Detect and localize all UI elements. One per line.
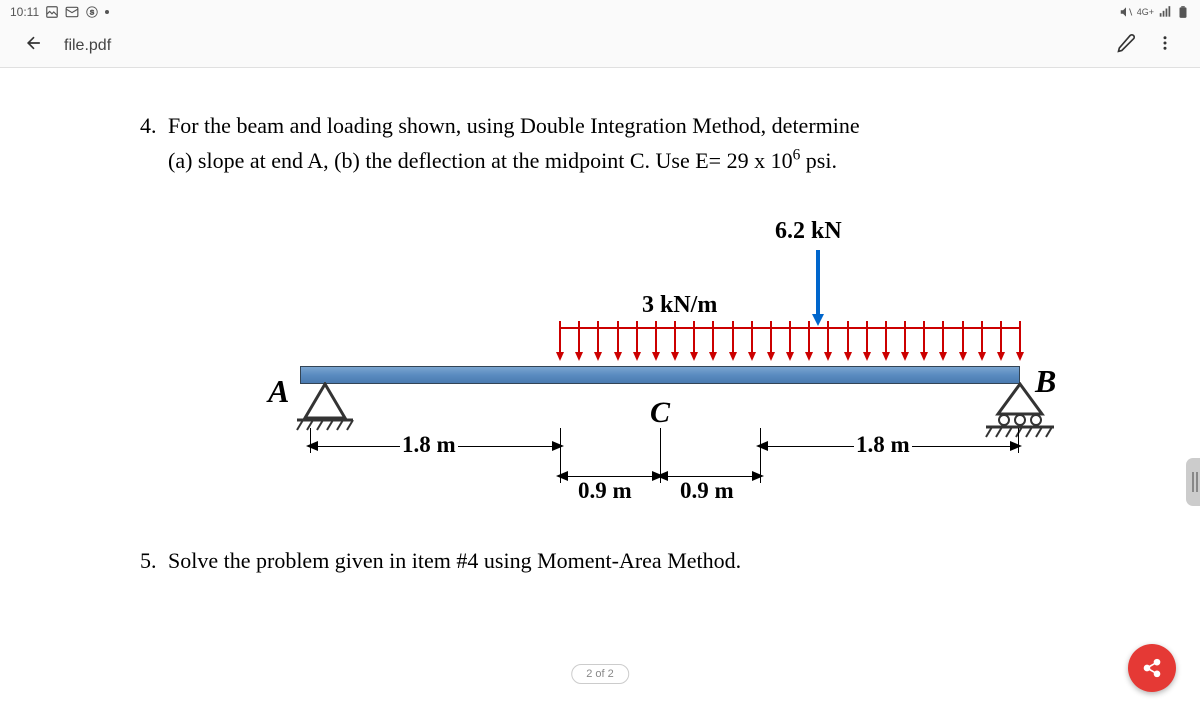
more-button[interactable] [1146, 28, 1184, 63]
arrow-icon [750, 469, 764, 483]
dist-arrow-icon [1015, 321, 1025, 366]
dist-arrow-icon [804, 321, 814, 366]
dist-arrow-icon [766, 321, 776, 366]
filename-label: file.pdf [64, 37, 111, 55]
dim-mid1: 0.9 m [576, 478, 634, 504]
dist-arrow-icon [977, 321, 987, 366]
problem4-number: 4. [140, 108, 168, 143]
dot-icon [105, 10, 109, 14]
dim-right: 1.8 m [854, 432, 912, 458]
dist-arrow-icon [632, 321, 642, 366]
image-icon [45, 5, 59, 19]
dim-mid2: 0.9 m [678, 478, 736, 504]
beam-element [300, 366, 1020, 384]
edit-button[interactable] [1106, 27, 1146, 64]
dist-arrow-icon [708, 321, 718, 366]
point-load-arrow-icon [810, 250, 826, 331]
dist-load-label: 3 kN/m [642, 292, 717, 319]
page-indicator: 2 of 2 [571, 664, 629, 684]
battery-icon [1176, 5, 1190, 19]
circle-s-icon: S [85, 5, 99, 19]
status-bar: 10:11 S 4G+ [0, 0, 1200, 24]
dim-line [660, 476, 760, 477]
dim-left: 1.8 m [400, 432, 458, 458]
dist-arrow-icon [900, 321, 910, 366]
mute-icon [1119, 5, 1133, 19]
back-button[interactable] [16, 29, 52, 62]
beam-diagram: 6.2 kN 3 kN/m // placeholder - arrows re… [240, 218, 1040, 528]
arrow-icon [1008, 439, 1022, 453]
arrow-icon [556, 469, 570, 483]
mail-icon [65, 5, 79, 19]
status-right: 4G+ [1119, 5, 1190, 19]
problem4-line1: For the beam and loading shown, using Do… [168, 113, 860, 138]
arrow-icon [306, 439, 320, 453]
document-content: 4.For the beam and loading shown, using … [0, 68, 1200, 720]
status-time: 10:11 [10, 5, 39, 19]
svg-text:S: S [90, 9, 94, 16]
network-label: 4G+ [1137, 7, 1154, 17]
scroll-handle[interactable] [1186, 458, 1200, 506]
status-left: 10:11 S [10, 5, 109, 19]
dist-arrow-icon [823, 321, 833, 366]
dist-arrow-icon [919, 321, 929, 366]
problem-5: 5.Solve the problem given in item #4 usi… [140, 548, 1060, 574]
dist-arrow-icon [996, 321, 1006, 366]
dim-line [560, 476, 660, 477]
dist-arrow-icon [651, 321, 661, 366]
pin-support-icon [295, 382, 355, 437]
toolbar: file.pdf [0, 24, 1200, 68]
arrow-icon [656, 469, 670, 483]
point-A-label: A [268, 373, 289, 410]
dist-arrow-icon [881, 321, 891, 366]
point-load-label: 6.2 kN [775, 218, 842, 245]
dist-arrow-icon [862, 321, 872, 366]
dist-arrow-icon [843, 321, 853, 366]
dist-arrow-icon [670, 321, 680, 366]
problem5-text: Solve the problem given in item #4 using… [168, 548, 741, 573]
problem4-line2: (a) slope at end A, (b) the deflection a… [140, 143, 1060, 178]
dist-arrow-icon [555, 321, 565, 366]
problem5-number: 5. [140, 548, 168, 574]
arrow-icon [756, 439, 770, 453]
roller-support-icon [984, 382, 1056, 445]
dist-arrow-icon [613, 321, 623, 366]
dist-arrow-icon [747, 321, 757, 366]
distributed-load-icon: // placeholder - arrows rendered below v… [560, 326, 1020, 366]
dist-arrow-icon [689, 321, 699, 366]
dist-arrow-icon [574, 321, 584, 366]
point-C-label: C [650, 396, 670, 430]
share-fab[interactable] [1128, 644, 1176, 692]
problem-4: 4.For the beam and loading shown, using … [140, 108, 1060, 178]
signal-icon [1158, 5, 1172, 19]
dist-arrow-icon [938, 321, 948, 366]
dist-arrow-icon [958, 321, 968, 366]
arrow-icon [550, 439, 564, 453]
dist-arrow-icon [593, 321, 603, 366]
dist-arrow-icon [785, 321, 795, 366]
dist-arrow-icon [728, 321, 738, 366]
